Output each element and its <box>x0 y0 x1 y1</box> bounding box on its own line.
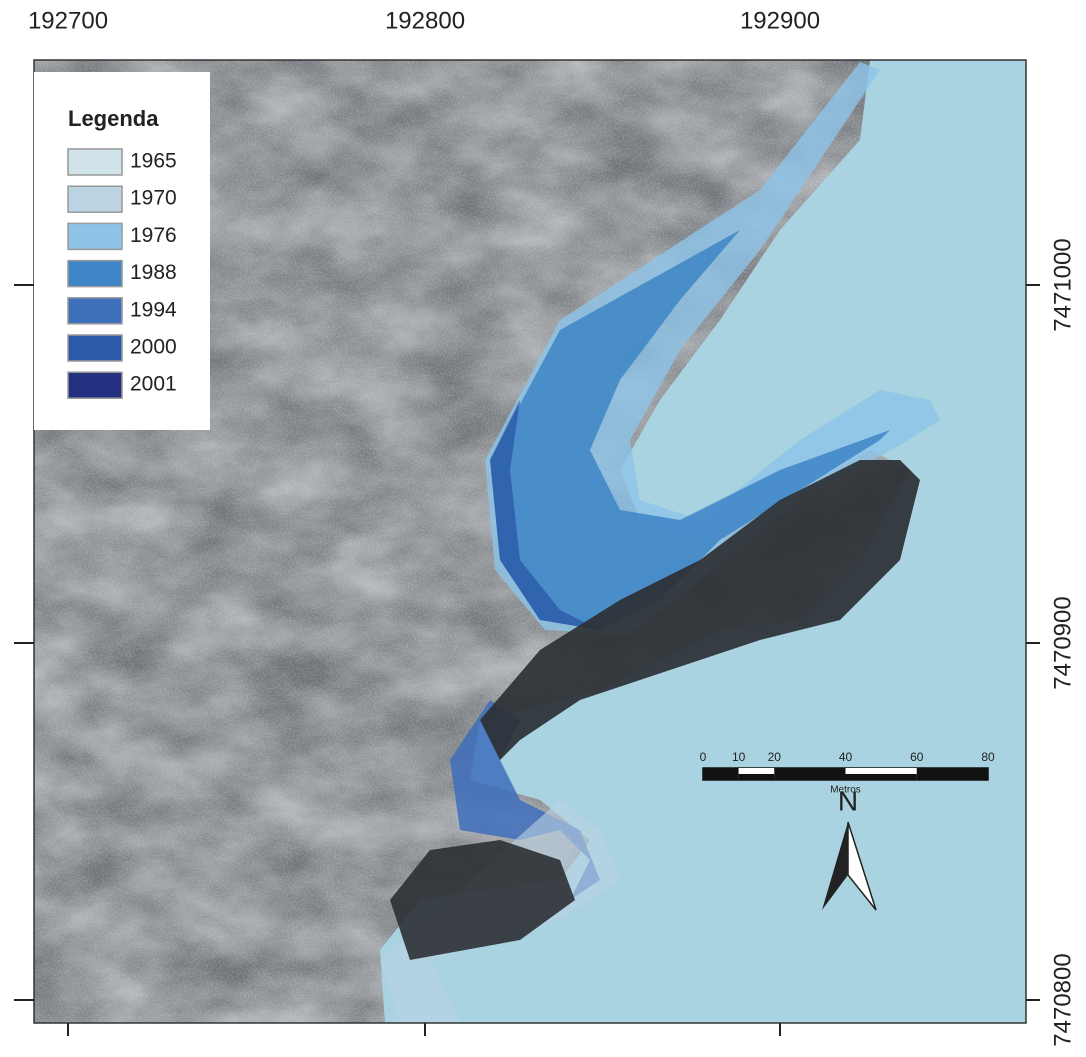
legend-swatch <box>68 186 122 212</box>
scale-label: 60 <box>910 750 924 764</box>
scale-segment <box>774 774 845 780</box>
legend-swatch <box>68 149 122 175</box>
scale-segment <box>846 774 917 780</box>
legend-label: 1988 <box>130 261 177 284</box>
scale-segment <box>846 768 917 774</box>
y-tick-label: 7471000 <box>1049 238 1076 331</box>
page: Legenda 1965197019761988199420002001 N 0… <box>0 0 1086 1057</box>
x-tick-label: 192800 <box>385 7 465 34</box>
scale-unit: Metros <box>830 785 861 796</box>
legend-label: 2000 <box>130 336 177 359</box>
scale-segment <box>703 768 739 774</box>
legend-label: 1976 <box>130 224 177 247</box>
map: Legenda 1965197019761988199420002001 N 0… <box>0 0 1086 1052</box>
y-tick-label: 7470800 <box>1049 953 1076 1046</box>
legend-label: 1970 <box>130 187 177 210</box>
scale-label: 10 <box>732 750 746 764</box>
legend-swatch <box>68 223 122 249</box>
x-tick-label: 192900 <box>740 7 820 34</box>
legend-swatch <box>68 261 122 287</box>
scale-segment <box>917 774 988 780</box>
scale-segment <box>774 768 845 774</box>
x-tick-label: 192700 <box>28 7 108 34</box>
scale-label: 20 <box>768 750 782 764</box>
legend-swatch <box>68 298 122 324</box>
legend-swatch <box>68 372 122 398</box>
legend-label: 2001 <box>130 373 177 396</box>
scale-segment <box>703 774 739 780</box>
legend: Legenda 1965 1970 1976 1988 1994 2000 2001 <box>34 72 210 430</box>
legend-label: 1965 <box>130 150 177 173</box>
y-tick-label: 7470900 <box>1049 596 1076 689</box>
legend-title: Legenda <box>68 106 159 131</box>
scale-label: 0 <box>700 750 707 764</box>
scale-segment <box>739 774 775 780</box>
legend-label: 1994 <box>130 298 177 321</box>
scale-label: 80 <box>981 750 995 764</box>
legend-swatch <box>68 335 122 361</box>
scale-segment <box>917 768 988 774</box>
scale-label: 40 <box>839 750 853 764</box>
scale-segment <box>739 768 775 774</box>
